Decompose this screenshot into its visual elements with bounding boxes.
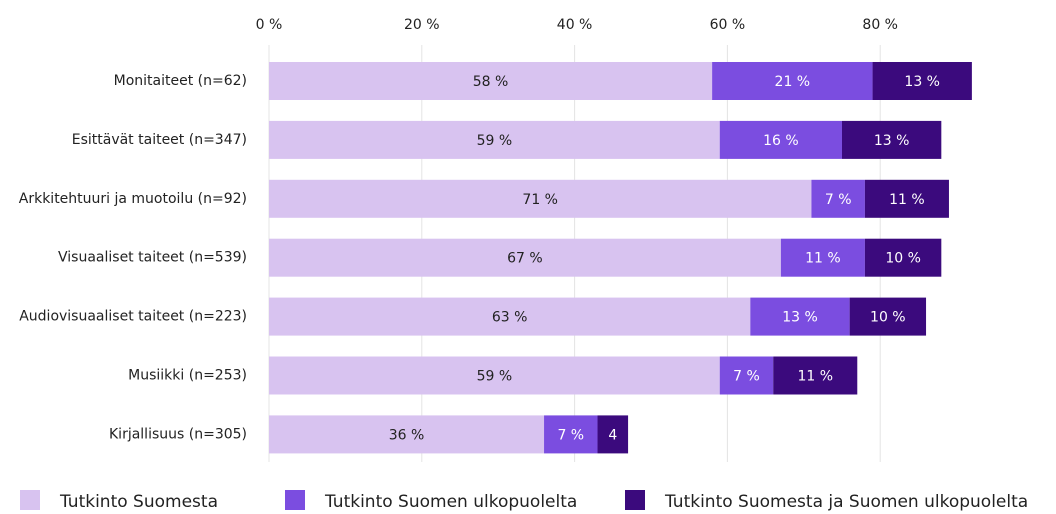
bar-segment [849, 297, 927, 336]
category-label: Monitaiteet (n=62) [114, 73, 247, 89]
bar-segment [842, 120, 942, 159]
data-label: 10 % [870, 310, 906, 326]
bar-segment [712, 62, 873, 100]
data-label: 13 % [874, 133, 910, 149]
data-label: 4 [608, 427, 617, 443]
data-label: 11 % [889, 192, 925, 208]
category-label: Kirjallisuus (n=305) [109, 426, 247, 442]
category-label: Visuaaliset taiteet (n=539) [58, 250, 247, 266]
category-label: Musiikki (n=253) [128, 368, 247, 384]
bar-segment [780, 238, 865, 277]
bar-segment [269, 415, 545, 454]
data-label: 63 % [492, 310, 528, 326]
bar-segment [269, 179, 812, 218]
bar-segment [872, 62, 972, 100]
legend-label: Tutkinto Suomesta [59, 492, 218, 512]
legend-swatch [20, 490, 40, 510]
bar-segment [597, 415, 629, 454]
data-label: 7 % [733, 369, 760, 385]
category-label: Audiovisuaaliset taiteet (n=223) [19, 309, 247, 325]
bar-segment [811, 179, 865, 218]
bar-segment [864, 238, 942, 277]
legend-swatch [285, 490, 305, 510]
data-label: 21 % [775, 74, 811, 90]
bar-segment [750, 297, 850, 336]
data-label: 58 % [473, 74, 509, 90]
data-label: 36 % [389, 427, 425, 443]
bar-segment [269, 120, 720, 159]
data-label: 59 % [477, 133, 513, 149]
bar-segment [719, 356, 774, 395]
legend-swatch [625, 490, 645, 510]
bar-segment [719, 120, 842, 159]
bar-segment [269, 297, 751, 336]
x-tick-label: 40 % [557, 17, 593, 33]
x-tick-label: 80 % [862, 17, 898, 33]
data-label: 71 % [522, 192, 558, 208]
data-label: 13 % [904, 74, 940, 90]
category-label: Esittävät taiteet (n=347) [72, 132, 247, 148]
bar-segment [544, 415, 598, 454]
data-label: 10 % [885, 251, 921, 267]
data-label: 67 % [507, 251, 543, 267]
data-label: 7 % [825, 192, 852, 208]
category-label: Arkkitehtuuri ja muotoilu (n=92) [19, 191, 247, 207]
data-label: 11 % [805, 251, 841, 267]
data-label: 13 % [782, 310, 818, 326]
data-label: 11 % [797, 369, 833, 385]
x-tick-label: 60 % [710, 17, 746, 33]
x-tick-label: 0 % [256, 17, 283, 33]
bar-segment [269, 62, 713, 100]
legend-label: Tutkinto Suomesta ja Suomen ulkopuolelta [664, 492, 1028, 512]
bar-segment [773, 356, 858, 395]
bar-segment [864, 179, 949, 218]
x-tick-label: 20 % [404, 17, 440, 33]
data-label: 59 % [477, 369, 513, 385]
data-label: 16 % [763, 133, 799, 149]
bar-segment [269, 356, 720, 395]
bar-segment [269, 238, 781, 277]
data-label: 7 % [557, 427, 584, 443]
legend-label: Tutkinto Suomen ulkopuolelta [324, 492, 577, 512]
